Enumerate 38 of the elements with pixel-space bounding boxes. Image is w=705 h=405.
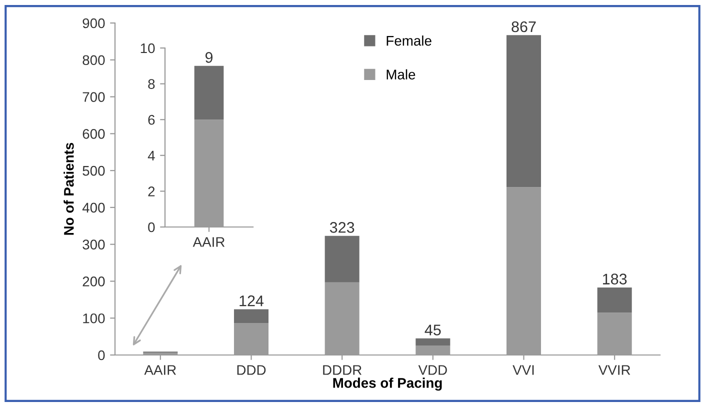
y-tick-label: 500	[82, 166, 105, 176]
y-tick-label: 2	[148, 186, 155, 196]
total-label: 867	[512, 21, 536, 32]
x-tick-label: DDD	[237, 365, 266, 375]
total-label: 45	[424, 324, 441, 336]
x-tick-label: AAIR	[144, 365, 176, 375]
bar	[506, 35, 542, 188]
y-tick-label: 200	[82, 276, 105, 286]
x-tick-label: VVIR	[598, 365, 630, 375]
total-label: 9	[205, 52, 213, 63]
total-label: 183	[603, 274, 627, 284]
total-label: 323	[330, 222, 354, 233]
bar	[234, 309, 269, 324]
y-tick-label: 700	[82, 92, 105, 102]
y-tick-label: 0	[148, 222, 155, 232]
x-tick-label: AAIR	[192, 237, 225, 247]
x-tick-label: VVI	[512, 365, 534, 375]
y-tick-label: 900	[82, 18, 105, 28]
y-tick-label: 8	[148, 79, 155, 89]
y-tick-label: 600	[82, 129, 105, 139]
y-tick-label: 4	[148, 150, 155, 160]
x-axis-title: Modes of Pacing	[333, 378, 442, 391]
bar	[324, 236, 360, 282]
y-tick-label: 6	[148, 114, 155, 125]
bar	[597, 287, 632, 313]
legend-label: Male	[386, 69, 416, 80]
y-tick-label: 300	[82, 240, 105, 250]
y-tick-label: 100	[83, 313, 105, 324]
y-tick-label: 800	[82, 55, 105, 66]
legend-label: Female	[386, 36, 432, 46]
x-tick-label: DDDR	[323, 365, 362, 375]
total-label: 124	[240, 295, 264, 306]
y-tick-label: 10	[140, 43, 155, 54]
y-tick-label: 400	[82, 202, 105, 213]
y-tick-label: 0	[98, 350, 105, 360]
y-axis-title: No of Patients	[64, 142, 74, 235]
x-tick-label: VDD	[418, 365, 447, 375]
bar	[416, 338, 450, 346]
